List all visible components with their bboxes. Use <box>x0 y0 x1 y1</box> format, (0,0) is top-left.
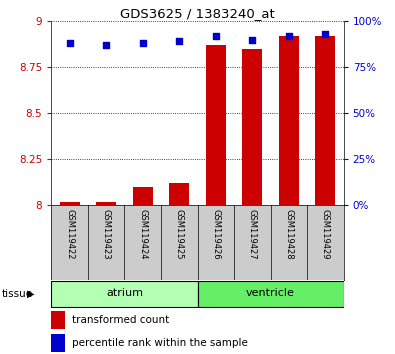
Text: transformed count: transformed count <box>72 315 169 325</box>
Bar <box>51 311 64 329</box>
Point <box>66 40 73 46</box>
Text: atrium: atrium <box>106 288 143 298</box>
Bar <box>51 334 64 352</box>
Text: GSM119423: GSM119423 <box>102 209 111 260</box>
Text: GSM119422: GSM119422 <box>65 209 74 259</box>
Bar <box>51 281 198 307</box>
Point <box>213 33 219 39</box>
Text: ▶: ▶ <box>27 289 34 299</box>
Text: GSM119424: GSM119424 <box>138 209 147 259</box>
Text: percentile rank within the sample: percentile rank within the sample <box>72 338 248 348</box>
Bar <box>315 36 335 205</box>
Bar <box>60 202 80 205</box>
Point <box>139 40 146 46</box>
Text: GSM119427: GSM119427 <box>248 209 257 260</box>
Bar <box>96 202 116 205</box>
Point <box>286 33 292 39</box>
Text: ventricle: ventricle <box>246 288 295 298</box>
Text: GSM119429: GSM119429 <box>321 209 330 259</box>
Text: tissue: tissue <box>2 289 33 299</box>
Text: GSM119426: GSM119426 <box>211 209 220 260</box>
Text: GSM119428: GSM119428 <box>284 209 293 260</box>
Bar <box>206 45 226 205</box>
Bar <box>198 281 344 307</box>
Bar <box>169 183 189 205</box>
Point <box>103 42 109 48</box>
Bar <box>242 49 262 205</box>
Point <box>322 31 329 37</box>
Point <box>176 39 182 44</box>
Text: GSM119425: GSM119425 <box>175 209 184 259</box>
Title: GDS3625 / 1383240_at: GDS3625 / 1383240_at <box>120 7 275 20</box>
Point <box>249 37 256 42</box>
Bar <box>279 36 299 205</box>
Bar <box>133 187 153 205</box>
